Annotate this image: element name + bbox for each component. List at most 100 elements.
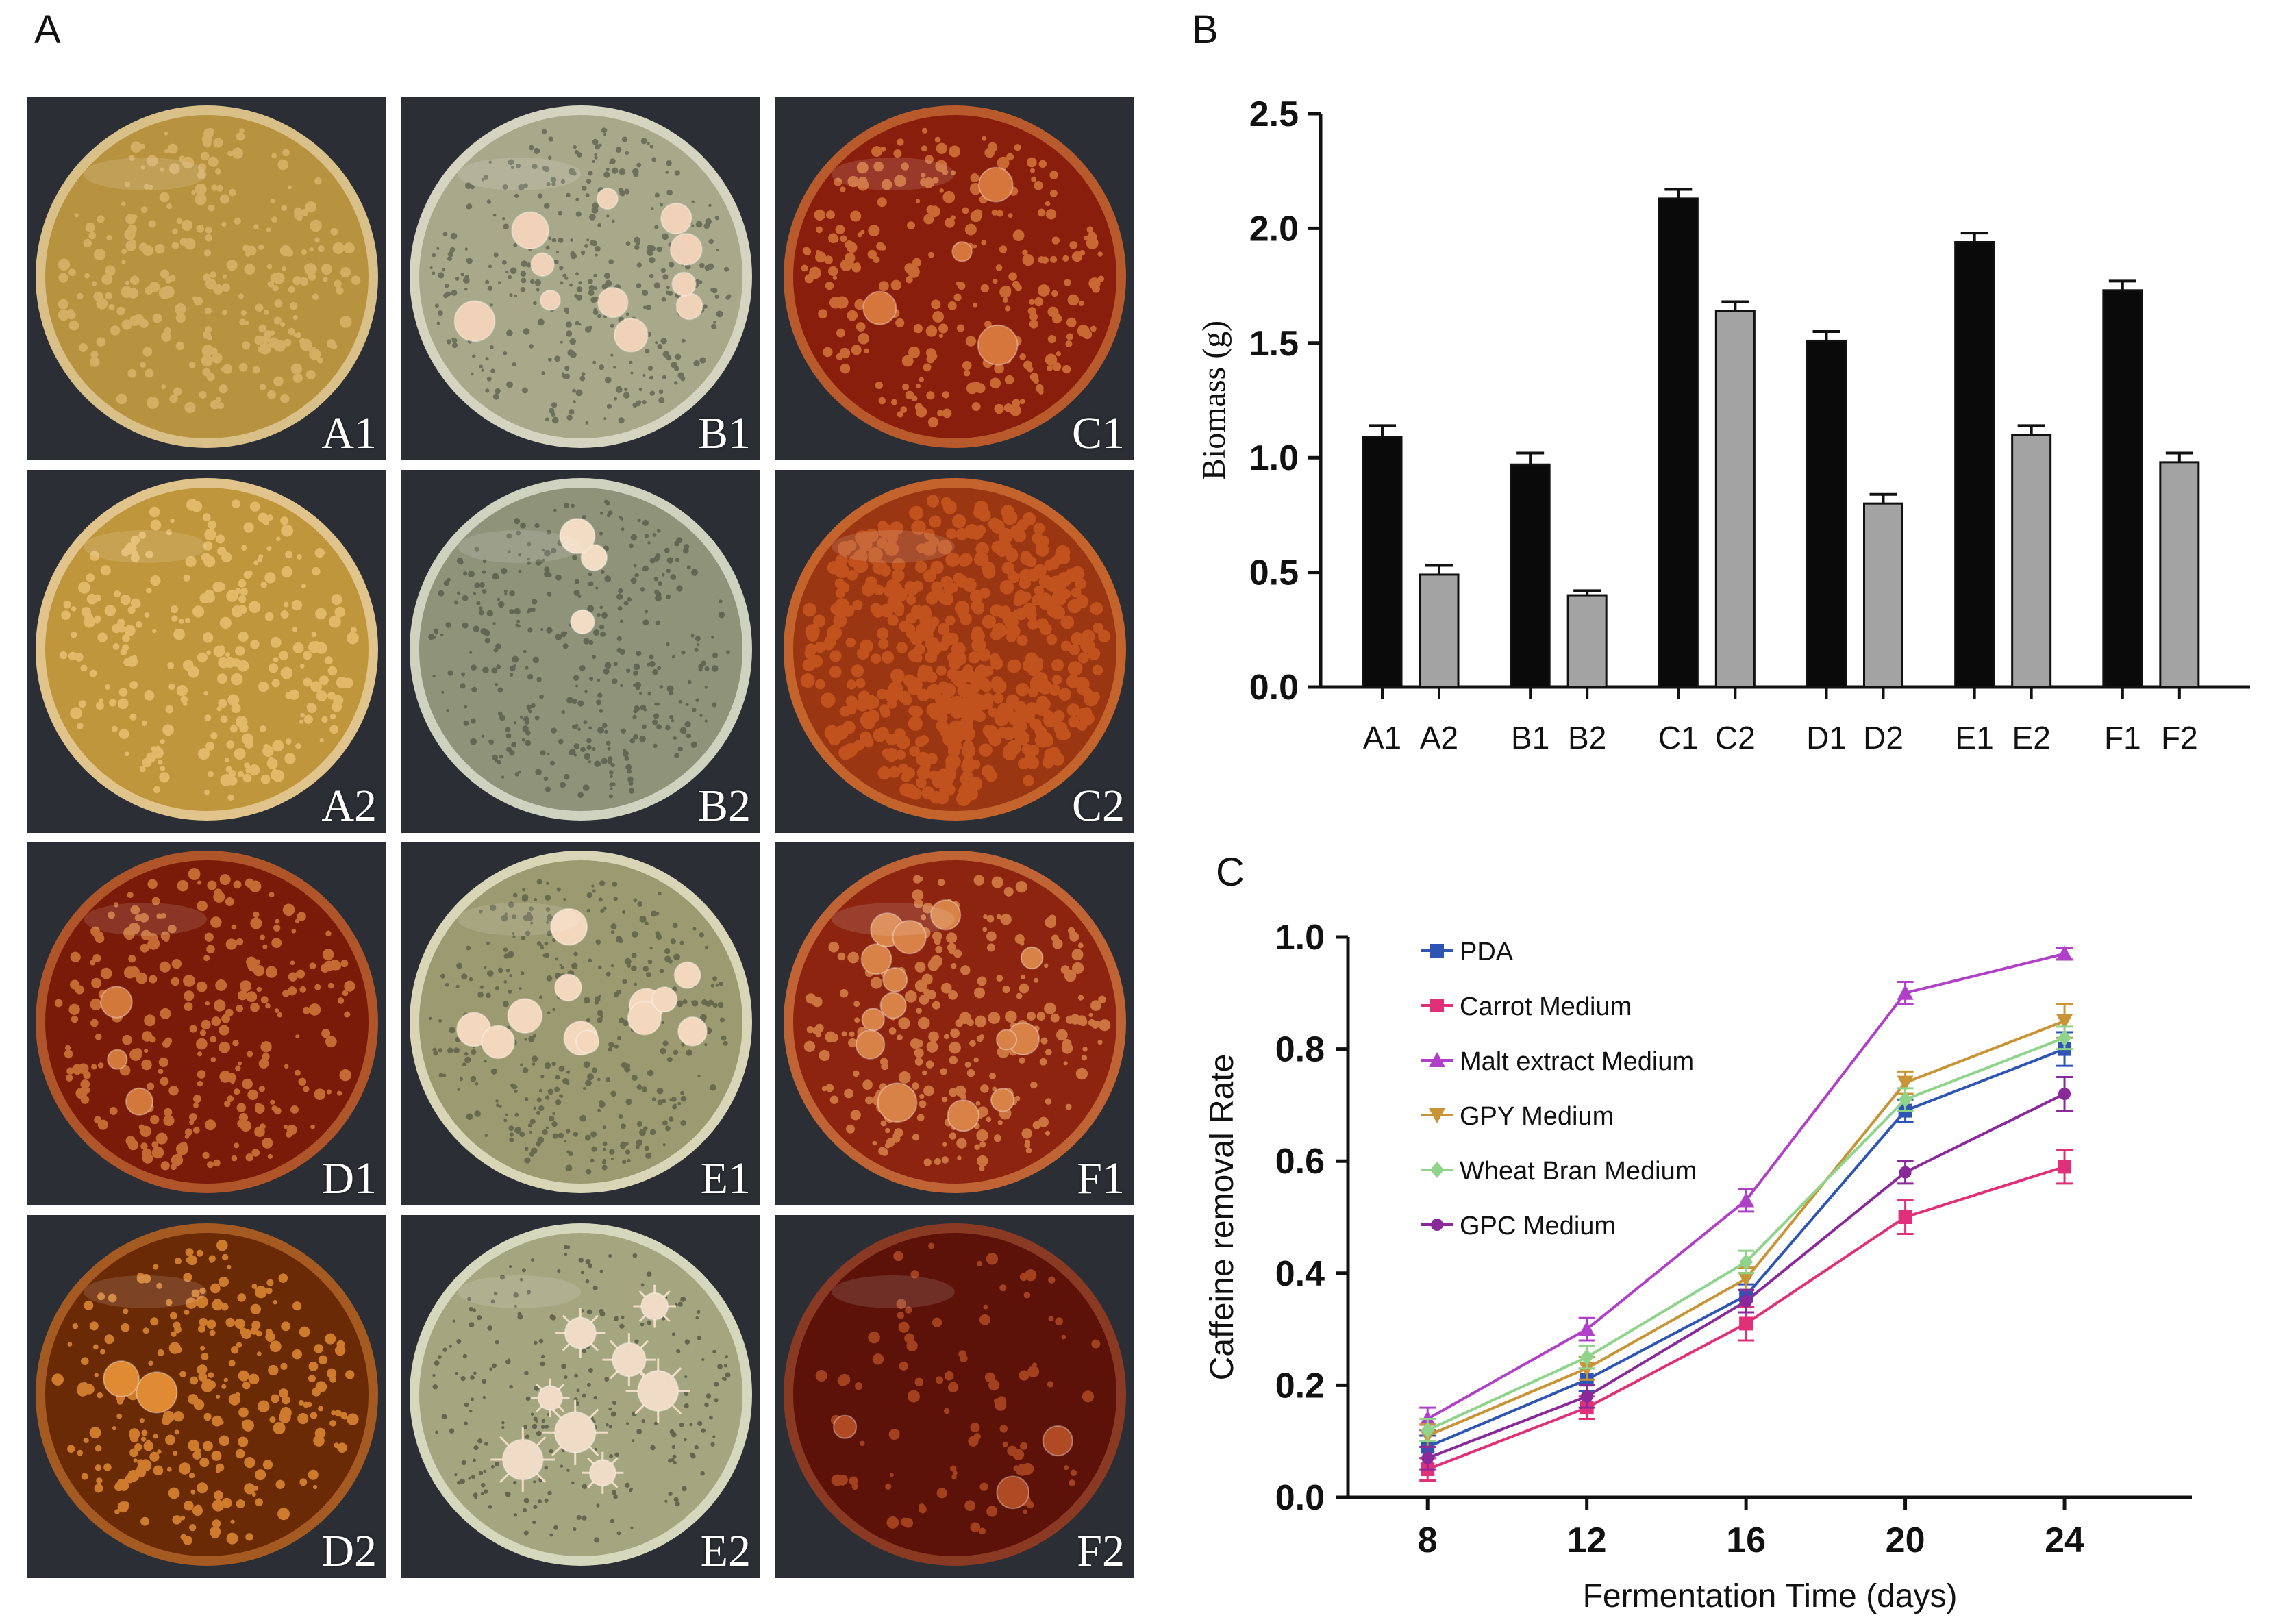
petri-dish-image (784, 1223, 1126, 1566)
large-colony (675, 292, 703, 321)
small-colonies (54, 868, 355, 1171)
bar-c1 (1658, 197, 1699, 688)
large-colony (877, 1082, 918, 1123)
data-point (1578, 1321, 1595, 1336)
large-colony (550, 908, 588, 946)
petri-dish-image (36, 1223, 378, 1566)
caffeine-removal-line-chart: 0.0 0.2 0.4 0.6 0.8 1.0 8 12 16 20 24 Fermentation … (1204, 918, 2192, 1614)
plate-label: F1 (1077, 1153, 1125, 1203)
plate-label: F2 (1077, 1526, 1125, 1576)
large-colony (559, 518, 596, 555)
petri-plate-f1: F1 (775, 842, 1134, 1205)
large-colony (540, 289, 561, 311)
large-colony (977, 324, 1019, 366)
large-colony (100, 986, 133, 1019)
legend-label: Carrot Medium (1460, 992, 1632, 1021)
y-axis-title: Biomass (g) (1196, 321, 1232, 480)
series-pda (1419, 1031, 2073, 1460)
large-colony (530, 252, 555, 277)
data-point (1421, 1451, 1434, 1464)
x-tick-label: D1 (1806, 720, 1847, 755)
legend-label: PDA (1460, 938, 1514, 966)
dish-glare (84, 158, 207, 190)
petri-plate-e1: E1 (401, 842, 760, 1205)
petri-dish-image (410, 478, 752, 821)
plate-label: E2 (700, 1526, 751, 1576)
large-colony (537, 1385, 564, 1411)
large-colony (978, 166, 1014, 203)
large-colony (575, 1029, 600, 1054)
plate-label: A2 (321, 781, 377, 831)
bar-c2 (1714, 310, 1756, 688)
dish-medium (419, 488, 742, 811)
x-tick-label: A1 (1363, 720, 1401, 755)
dish-glare (832, 903, 955, 936)
data-point (1580, 1349, 1594, 1366)
large-colony (453, 300, 496, 342)
data-point (1898, 1210, 1912, 1224)
large-colony (637, 1370, 679, 1412)
bar-e2 (2011, 434, 2052, 688)
y-tick-label: 2.0 (1249, 209, 1299, 249)
y-tick-label: 0.4 (1275, 1254, 1325, 1294)
petri-dish-image (36, 478, 378, 821)
x-tick-label: 8 (1418, 1521, 1438, 1560)
small-colonies (428, 499, 730, 799)
petri-dish-image (410, 851, 752, 1193)
legend-marker (1430, 1162, 1444, 1178)
x-tick-label: E2 (2012, 720, 2051, 755)
x-axis-title: Fermentation Time (days) (1583, 1578, 1958, 1614)
petri-plate-d1: D1 (27, 842, 386, 1205)
large-colony (564, 1316, 597, 1349)
plate-label: B2 (697, 781, 751, 831)
large-colony (882, 966, 908, 992)
large-colony (596, 188, 619, 210)
dish-medium (419, 1233, 742, 1556)
data-point (2058, 1029, 2072, 1047)
y-tick-label: 0.0 (1275, 1478, 1325, 1518)
bar-b2 (1566, 594, 1608, 688)
large-colony (107, 1049, 128, 1070)
large-colony (570, 609, 595, 635)
bar-a1 (1362, 436, 1403, 688)
large-colony (640, 1292, 669, 1321)
legend-marker (1429, 1052, 1445, 1067)
large-colony (481, 1025, 516, 1060)
x-tick-label: 16 (1726, 1521, 1766, 1560)
data-point (2056, 1014, 2073, 1029)
petri-dish-image (410, 105, 752, 448)
y-tick-label: 1.0 (1275, 918, 1325, 958)
large-colony (862, 290, 897, 325)
dish-glare (84, 903, 207, 936)
x-tick-label: B1 (1511, 720, 1549, 755)
petri-dish-image (784, 105, 1126, 448)
large-colony (996, 1475, 1030, 1510)
plate-label: B1 (697, 408, 751, 458)
legend: PDA Carrot Medium Malt extract Medium GPY M… (1421, 938, 1697, 1240)
legend-label: Malt extract Medium (1460, 1047, 1694, 1076)
large-colony (501, 1438, 544, 1481)
small-colonies (429, 127, 732, 425)
bar-e1 (1954, 240, 1995, 688)
bar-d2 (1863, 502, 1903, 688)
data-point (1897, 984, 1914, 1000)
petri-plate-a1: A1 (27, 97, 386, 460)
bar-a2 (1419, 573, 1460, 688)
large-colony (103, 1360, 140, 1398)
large-colony (612, 1342, 647, 1377)
large-colony (597, 286, 629, 318)
data-point (1580, 1390, 1593, 1403)
petri-plate-a2: A2 (27, 470, 386, 833)
large-colony (990, 1088, 1015, 1112)
small-colonies (803, 875, 1111, 1172)
panel-c-letter: C (1216, 850, 1245, 895)
large-colony (627, 1001, 662, 1036)
petri-plate-b2: B2 (401, 470, 760, 833)
petri-plate-d2: D2 (27, 1215, 386, 1578)
legend-label: GPC Medium (1460, 1212, 1616, 1240)
small-colonies (59, 499, 359, 801)
bar-d1 (1806, 339, 1847, 688)
y-tick-label: 0.5 (1249, 553, 1299, 593)
petri-dish-image (36, 105, 378, 448)
large-colony (580, 544, 608, 571)
